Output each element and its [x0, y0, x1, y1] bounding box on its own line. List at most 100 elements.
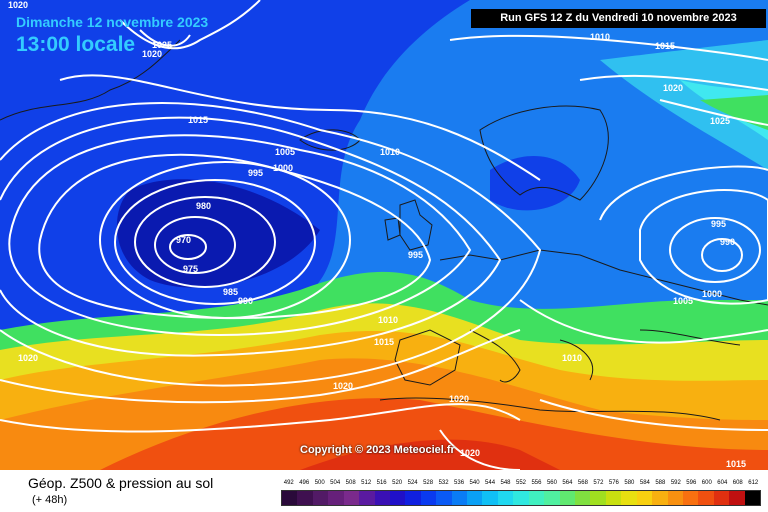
isobar-1000	[8, 134, 472, 337]
color-scale-tick-label: 568	[577, 480, 588, 486]
color-scale-swatch	[636, 491, 653, 505]
pressure-label: 1010	[380, 147, 400, 157]
isobar-1005-east	[599, 165, 768, 221]
color-scale-tick-label: 592	[670, 480, 681, 486]
pressure-label: 980	[196, 201, 211, 211]
isobar-1010	[0, 101, 542, 387]
pressure-label: 1005	[275, 147, 295, 157]
color-scale-tick-label: 492	[283, 480, 294, 486]
color-scale-swatch	[605, 491, 622, 505]
color-scale-tick-label: 552	[515, 480, 527, 486]
color-scale-tick-label: 524	[407, 480, 418, 486]
color-scale-swatch	[575, 491, 591, 505]
isobar-1025-north	[139, 29, 191, 47]
color-scale-swatch	[328, 491, 344, 505]
pressure-label: 1020	[142, 49, 162, 59]
isobar-1015-north	[59, 74, 541, 181]
color-scale-swatch	[467, 491, 483, 505]
isobar-1010-east	[519, 299, 768, 344]
color-scale-tick-label: 572	[593, 480, 604, 486]
pressure-label: 1010	[378, 315, 398, 325]
isobar-975	[154, 216, 236, 274]
color-scale-tick-label: 540	[469, 480, 480, 486]
isobar-1005	[0, 116, 502, 357]
color-scale-swatch	[482, 491, 498, 505]
z500-field-red	[300, 439, 560, 470]
pressure-label: 1020	[333, 381, 353, 391]
color-scale-swatch	[359, 491, 375, 505]
color-scale-swatch	[544, 491, 560, 505]
pressure-label: 995	[408, 250, 423, 260]
color-scale-swatch	[312, 491, 329, 505]
color-scale-bar	[281, 490, 761, 506]
color-scale-tick-label: 608	[732, 480, 743, 486]
geopotential-pressure-map: 1020 1025 1020 1015 1010 1015 1005 1000 …	[0, 0, 768, 470]
color-scale-swatch	[343, 491, 360, 505]
color-scale-tick-label: 600	[701, 480, 712, 486]
color-scale-tick-label: 588	[655, 480, 666, 486]
color-scale-tick-label: 528	[423, 480, 434, 486]
pressure-label: 995	[711, 219, 726, 229]
color-scale-tick-label: 508	[345, 480, 356, 486]
color-scale-swatch	[374, 491, 390, 505]
color-scale-tick-label: 560	[546, 480, 557, 486]
isobar-970	[169, 234, 207, 260]
pressure-label: 990	[720, 237, 735, 247]
pressure-label: 1015	[188, 115, 208, 125]
color-scale-swatch	[405, 491, 421, 505]
ireland-coast	[384, 217, 401, 241]
color-scale-tick-label: 520	[392, 480, 403, 486]
isobar-1020-ne	[579, 74, 768, 91]
color-scale-swatch	[590, 491, 606, 505]
isobar-1025-ne	[659, 99, 768, 126]
pressure-label: 1015	[726, 459, 746, 469]
pressure-label: 1005	[673, 296, 693, 306]
color-scale-tick-label: 604	[717, 480, 728, 486]
color-scale-tick-label: 504	[330, 480, 341, 486]
legend-subtitle: (+ 48h)	[32, 494, 68, 506]
color-scale-tick-label: 500	[314, 480, 325, 486]
scandinavia-coast	[479, 105, 609, 201]
coastlines	[0, 39, 768, 421]
europe-north-coast	[439, 249, 768, 306]
color-scale-tick-label: 496	[299, 480, 310, 486]
z500-field-blue	[0, 0, 470, 330]
color-scale-tick-label: 516	[376, 480, 387, 486]
isobar-1020-se	[439, 429, 521, 470]
pressure-label: 1000	[273, 163, 293, 173]
color-scale-tick-label: 612	[748, 480, 759, 486]
isobar-1020-north	[119, 0, 261, 50]
north-africa-coast	[379, 397, 721, 421]
color-scale-tick-label: 584	[639, 480, 650, 486]
pressure-label: 1000	[702, 289, 722, 299]
pressure-label: 970	[176, 235, 191, 245]
copyright-notice: Copyright © 2023 Meteociel.fr	[300, 444, 455, 456]
pressure-label: 1020	[663, 83, 683, 93]
pressure-label: 990	[238, 296, 253, 306]
color-scale-swatch	[513, 491, 529, 505]
legend-title: Géop. Z500 & pression au sol	[28, 475, 214, 491]
color-scale-tick-label: 580	[624, 480, 635, 486]
isobar-990-east	[701, 238, 743, 272]
forecast-date: Dimanche 12 novembre 2023	[16, 14, 209, 30]
isobar-1020-south	[0, 403, 521, 433]
pressure-label: 1010	[562, 353, 582, 363]
isobar-980	[134, 196, 276, 288]
pressure-labels: 1020 1025 1020 1015 1010 1015 1005 1000 …	[8, 0, 746, 469]
color-scale-tick-label: 576	[608, 480, 619, 486]
color-scale-swatch	[667, 491, 683, 505]
pressure-label: 995	[248, 168, 263, 178]
z500-field-red-orange	[100, 398, 768, 470]
pressure-label: 1015	[655, 41, 675, 51]
isobar-1015-se	[539, 399, 768, 431]
color-scale-tick-label: 596	[686, 480, 697, 486]
black-sea-coast	[639, 329, 741, 346]
z500-field-blue-europe	[490, 156, 580, 211]
isobar-1000-east	[639, 189, 768, 305]
pressure-label: 1010	[590, 32, 610, 42]
isobar-995-east	[669, 217, 761, 283]
color-scale-swatch	[744, 491, 761, 505]
pressure-label: 1020	[460, 448, 480, 458]
color-scale-swatch	[621, 491, 637, 505]
